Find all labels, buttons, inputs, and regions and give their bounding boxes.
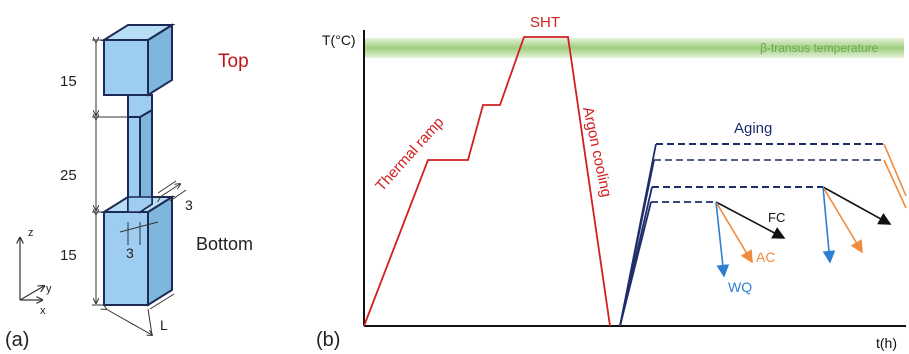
- sht-profile-line: [363, 36, 611, 327]
- specimen-top-front: [103, 39, 149, 96]
- fc-arrow-1: [715, 201, 786, 239]
- aging-label: Aging: [734, 120, 772, 137]
- ac-arrow-4: [883, 159, 907, 209]
- wq-arrow-1: [715, 201, 730, 278]
- fc-label: FC: [768, 210, 785, 225]
- thermal-ramp-label: Thermal ramp: [372, 114, 447, 195]
- specimen-top-fillet: [127, 94, 153, 118]
- wq-label: WQ: [728, 279, 752, 295]
- specimen-bottom-fillet: [127, 196, 153, 213]
- x-axis-label: t(h): [876, 335, 897, 351]
- dim-gauge-width: 3: [126, 245, 134, 261]
- aging-profiles: [619, 143, 884, 327]
- dimension-lines: [92, 40, 187, 335]
- axis-x-label: x: [40, 305, 46, 317]
- axis-y-label: y: [46, 283, 52, 295]
- ac-arrow-1: [715, 201, 753, 264]
- transus-band: [364, 38, 904, 58]
- specimen-bottom-front: [103, 211, 149, 306]
- panel-b-label: (b): [316, 329, 340, 351]
- fc-arrow-2: [822, 186, 892, 225]
- ac-arrow-2: [822, 186, 863, 254]
- label-top: Top: [218, 51, 249, 72]
- dim-gauge-length: 25: [60, 167, 77, 184]
- axis-z-label: z: [28, 227, 34, 239]
- y-axis-label: T(°C): [322, 32, 356, 48]
- label-bottom: Bottom: [196, 234, 253, 254]
- specimen-drawing: [100, 23, 176, 307]
- ac-label: AC: [756, 249, 775, 265]
- dim-bottom-height: 15: [60, 247, 77, 264]
- dim-length: L: [160, 317, 168, 333]
- wq-arrow-2: [822, 186, 836, 264]
- ac-arrow-3: [883, 143, 907, 197]
- axis-triad: [20, 238, 44, 300]
- transus-label: β-transus temperature: [760, 41, 879, 55]
- panel-a-label: (a): [5, 329, 29, 351]
- dim-gauge-thickness: 3: [185, 197, 193, 213]
- specimen-bottom-side: [147, 195, 173, 307]
- dim-top-height: 15: [60, 73, 77, 90]
- sht-label: SHT: [530, 14, 560, 31]
